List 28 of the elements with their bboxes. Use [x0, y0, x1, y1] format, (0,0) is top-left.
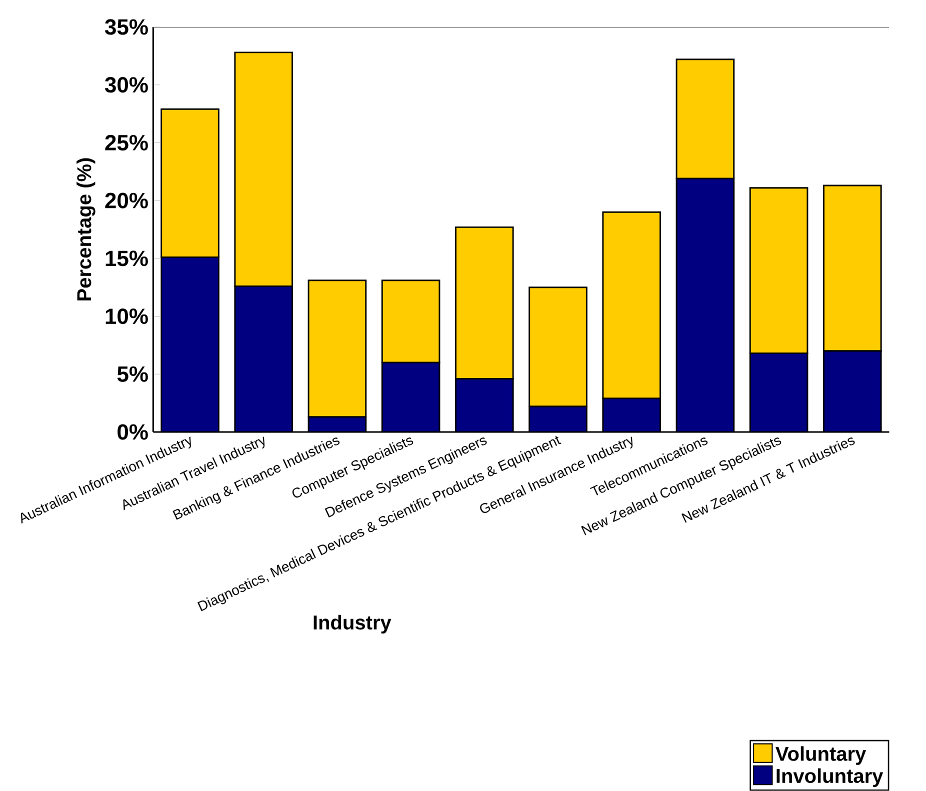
- legend-label: Involuntary: [776, 768, 884, 787]
- bar: [455, 226, 514, 380]
- bar: [528, 286, 588, 408]
- bar: [602, 398, 660, 432]
- bar: [529, 406, 587, 432]
- y-tick-label: 5%: [117, 366, 148, 382]
- bar: [308, 416, 366, 432]
- y-tick-label: 10%: [106, 308, 148, 324]
- bar: [823, 350, 882, 432]
- bar: [382, 362, 440, 432]
- bar: [750, 353, 808, 432]
- bar: [381, 280, 440, 364]
- bar: [161, 257, 219, 432]
- y-axis-title: Percentage (%): [76, 158, 96, 300]
- y-tick-label: 35%: [104, 19, 148, 35]
- bar: [749, 187, 808, 354]
- y-tick-label: 15%: [106, 250, 148, 266]
- y-tick-label: 0%: [118, 424, 148, 440]
- y-tick-label: 25%: [105, 134, 148, 150]
- bar: [602, 211, 662, 400]
- bar: [456, 378, 514, 432]
- y-tick-label: 20%: [105, 192, 148, 208]
- bar: [234, 286, 292, 432]
- legend-label: Voluntary: [776, 746, 866, 765]
- bar: [308, 280, 367, 418]
- x-axis-title: Industry: [314, 614, 392, 634]
- y-tick-label: 30%: [104, 77, 148, 93]
- bar: [676, 178, 734, 432]
